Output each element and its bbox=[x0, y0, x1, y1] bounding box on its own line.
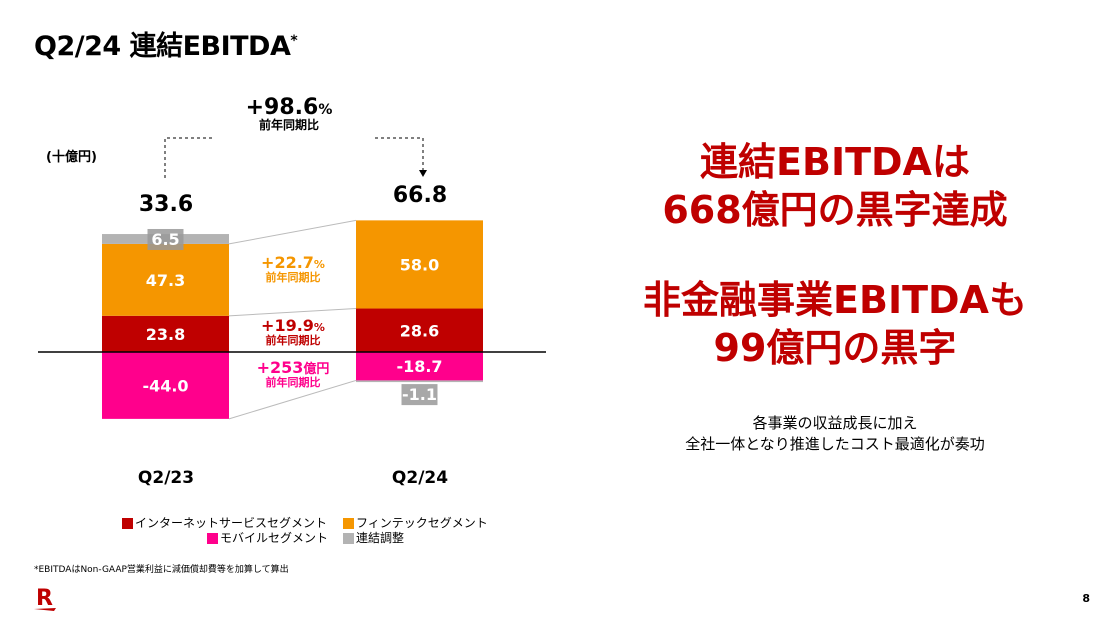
legend-swatch bbox=[122, 517, 133, 529]
legend-swatch bbox=[207, 532, 218, 544]
bar-2-1 bbox=[356, 352, 483, 381]
data-label: 6.5 bbox=[151, 230, 179, 249]
legend-item-adjustment: 連結調整 bbox=[343, 531, 404, 545]
connector-line bbox=[228, 379, 357, 420]
data-label: 28.6 bbox=[400, 321, 439, 340]
growth-bracket-left bbox=[164, 137, 215, 178]
footnote: *EBITDAはNon-GAAP営業利益に減価償却費等を加算して算出 bbox=[34, 565, 289, 575]
fintech-growth: +22.7% 前年同期比 bbox=[261, 253, 325, 284]
data-label-bg bbox=[147, 228, 184, 250]
growth-bracket-right bbox=[375, 137, 424, 170]
svg-text:R: R bbox=[36, 586, 53, 611]
bar-3-1 bbox=[356, 380, 483, 383]
bar-1-0 bbox=[102, 243, 229, 316]
legend-swatch bbox=[343, 517, 354, 529]
page-number: 8 bbox=[1082, 592, 1090, 605]
stacked-bar-chart: 23.8 47.3 -44.0 6.5 28.6 58.0 -18.7 -1.1 bbox=[38, 137, 546, 420]
bar-0-1 bbox=[356, 308, 483, 352]
data-label: 47.3 bbox=[146, 271, 185, 290]
data-label: 58.0 bbox=[400, 255, 439, 274]
headline-2: 非金融事業EBITDAも 99億円の黒字 bbox=[643, 278, 1027, 370]
total-growth: +98.6% 前年同期比 bbox=[245, 95, 333, 133]
connector-line bbox=[228, 308, 357, 317]
total-label-q2-23: 33.6 bbox=[138, 192, 194, 217]
data-label-bg bbox=[401, 384, 438, 406]
slide-title: Q2/24 連結EBITDA* bbox=[34, 31, 298, 62]
data-label: 23.8 bbox=[146, 325, 185, 344]
bar-0-0 bbox=[102, 315, 229, 352]
legend-item-fintech: フィンテックセグメント bbox=[343, 516, 488, 530]
legend-swatch bbox=[343, 532, 354, 544]
headline-1: 連結EBITDAは 668億円の黒字達成 bbox=[662, 140, 1008, 232]
bar-2-0 bbox=[102, 352, 229, 419]
total-label-q2-24: 66.8 bbox=[392, 183, 448, 208]
rakuten-logo: R bbox=[34, 586, 56, 611]
connector-line bbox=[228, 219, 357, 245]
data-label: -1.1 bbox=[402, 385, 437, 404]
arrow-icon bbox=[419, 170, 427, 177]
legend-item-internet: インターネットサービスセグメント bbox=[122, 516, 327, 530]
mobile-growth: +253億円 前年同期比 bbox=[256, 358, 330, 389]
category-label-q2-23: Q2/23 bbox=[137, 468, 195, 488]
legend-item-mobile: モバイルセグメント bbox=[207, 531, 328, 545]
data-label: -18.7 bbox=[396, 357, 442, 376]
subtext: 各事業の収益成長に加え 全社一体となり推進したコスト最適化が奏功 bbox=[685, 414, 985, 453]
bar-1-1 bbox=[356, 220, 483, 309]
unit-label: (十億円) bbox=[46, 150, 97, 165]
internet-growth: +19.9% 前年同期比 bbox=[261, 316, 325, 347]
data-label: -44.0 bbox=[142, 376, 188, 395]
category-label-q2-24: Q2/24 bbox=[391, 468, 449, 488]
